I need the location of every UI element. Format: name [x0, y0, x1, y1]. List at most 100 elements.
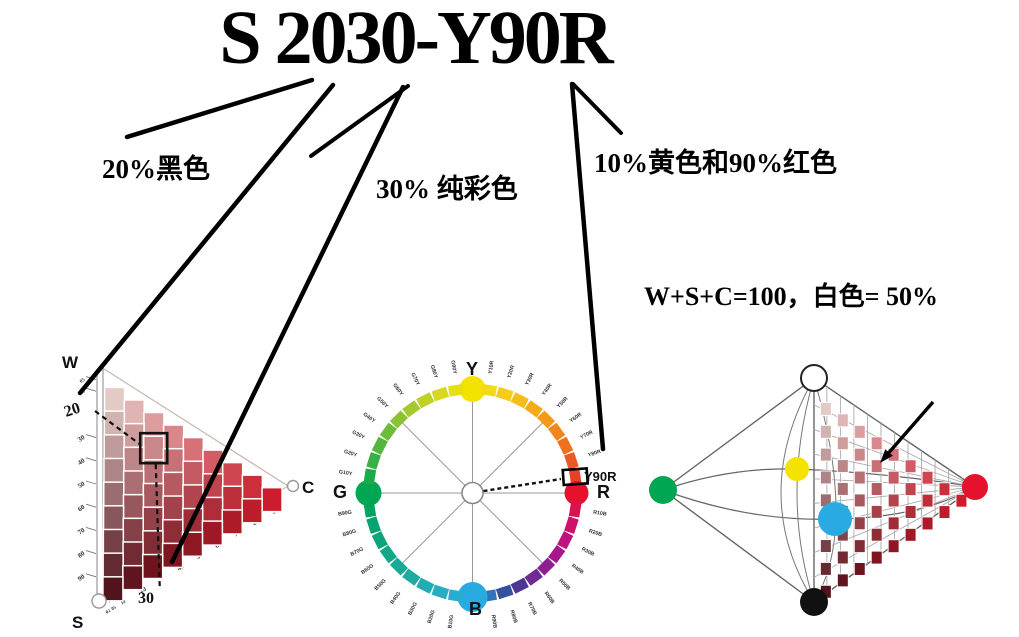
hue-swatch [524, 568, 543, 586]
triangle-swatch [122, 564, 144, 591]
hue-swatch-label: G40Y [362, 412, 377, 425]
solid-slice-swatch [887, 516, 900, 531]
triangle-swatch [122, 541, 144, 567]
blackness-20-label: 20 [62, 400, 82, 421]
dashed-guide-blackness [94, 410, 141, 446]
y90r-highlight-outline [561, 467, 590, 487]
triangle-swatch [201, 496, 224, 523]
hue-swatch-label: Y80R [587, 449, 602, 459]
hue-swatch [416, 577, 435, 594]
hue-swatch [568, 501, 582, 518]
annotation-hue-percent: 10%黄色和90%红色 [594, 148, 837, 178]
solid-slice-swatch [853, 447, 866, 462]
hue-swatch-label: R10B [593, 510, 607, 518]
hue-swatch-label: Y50R [556, 396, 570, 410]
triangle-swatch [221, 461, 244, 488]
solid-slice-swatch [836, 573, 849, 588]
triangle-swatch [122, 493, 145, 520]
solid-meridian [780, 377, 815, 603]
hue-swatch-label: B20G [427, 609, 437, 624]
solid-slice-swatch [819, 424, 832, 439]
hue-swatch [537, 410, 556, 429]
chroma-tick-label: 05 [110, 604, 117, 611]
solid-slice-swatch [870, 482, 883, 497]
hue-swatch [366, 516, 381, 534]
hue-swatch [431, 584, 450, 600]
hue-swatch-label: G80Y [429, 364, 439, 379]
pointer-line-hue-short [571, 82, 623, 135]
solid-slice-swatch [870, 504, 883, 519]
hue-swatch [448, 383, 465, 397]
solid-slice-swatch [853, 516, 866, 531]
chroma-tick-label: 10 [120, 599, 127, 606]
hue-swatch [371, 531, 388, 550]
triangle-swatch [102, 505, 125, 531]
green-vertex-dot [649, 476, 677, 504]
hue-swatch [448, 589, 465, 603]
solid-slice-swatch [921, 516, 934, 531]
blackness-tick-label: 30 [77, 434, 87, 444]
blackness-tick-label: 05 [79, 377, 86, 384]
solid-slice-swatch [853, 424, 866, 439]
solid-slice-swatch [819, 470, 832, 485]
chroma-tick-label: 02 [105, 608, 112, 615]
hue-swatch-label: B30G [407, 601, 419, 616]
hue-swatch-label: Y10R [488, 360, 496, 374]
solid-slice-swatch [853, 470, 866, 485]
solid-slice-swatch [836, 413, 849, 428]
solid-slice-swatch [904, 459, 917, 474]
solid-slice-swatch [887, 470, 900, 485]
solid-slice-swatch [836, 550, 849, 565]
solid-slice-swatch [853, 493, 866, 508]
hue-swatch-label: B40G [389, 591, 402, 606]
red-vertex-dot [962, 474, 988, 500]
solid-slice-swatch [904, 527, 917, 542]
solid-slice-swatch [921, 470, 934, 485]
hue-major-label-r: R [597, 482, 610, 502]
hue-swatch-label: B10G [447, 614, 455, 629]
w-vertex-label: W [62, 353, 79, 372]
solid-slice-swatch [870, 436, 883, 451]
triangle-swatch [181, 531, 204, 557]
solid-slice-swatch [904, 504, 917, 519]
hue-swatch-label: G30Y [351, 429, 366, 441]
white-pole-dot [800, 364, 828, 392]
triangle-swatch [221, 509, 244, 535]
hue-swatch-label: R50B [557, 578, 571, 592]
triangle-swatch [221, 485, 244, 512]
hue-major-label-y: Y [466, 359, 478, 379]
triangle-swatch [103, 457, 125, 484]
hue-swatch [557, 436, 574, 455]
triangle-swatch [142, 506, 164, 532]
solid-slice-swatch [904, 482, 917, 497]
blackness-tick-label: 90 [77, 573, 87, 583]
annotation-chromatic-percent: 30% 纯彩色 [376, 174, 518, 204]
hue-swatch-label: Y40R [541, 383, 554, 397]
hue-swatch-label: Y70R [579, 429, 594, 440]
ncs-triangle-diagram: 0510304050607080902002051020405060708090… [62, 353, 314, 632]
hue-swatch-label: B60G [360, 563, 375, 576]
hue-swatch [537, 557, 556, 576]
y90r-highlight-label: Y90R [584, 469, 617, 484]
blackness-tick-label: 80 [77, 550, 87, 560]
solid-slice-swatch [955, 493, 968, 508]
triangle-swatch [261, 486, 283, 513]
triangle-swatch [103, 386, 126, 413]
solid-slice-swatch [887, 539, 900, 554]
pointer-line-chromatic-short [309, 84, 410, 158]
hue-swatch-label: Y20R [506, 364, 516, 379]
hue-swatch-label: R70B [526, 601, 538, 616]
triangle-swatch [182, 484, 204, 510]
c-vertex-label: C [302, 478, 314, 497]
yellow-vertex-dot [785, 457, 809, 481]
solid-slice-swatch [836, 436, 849, 451]
s-vertex-label: S [72, 613, 83, 632]
s-vertex-circle [91, 593, 107, 609]
blackness-tick-label: 10 [79, 389, 86, 396]
triangle-swatch [122, 517, 144, 544]
hue-swatch-label: R20B [588, 528, 603, 538]
solid-slice-swatch [870, 550, 883, 565]
hue-swatch-label: Y60R [569, 412, 583, 425]
triangle-swatch [102, 528, 125, 555]
hue-major-label-b: B [469, 599, 482, 619]
